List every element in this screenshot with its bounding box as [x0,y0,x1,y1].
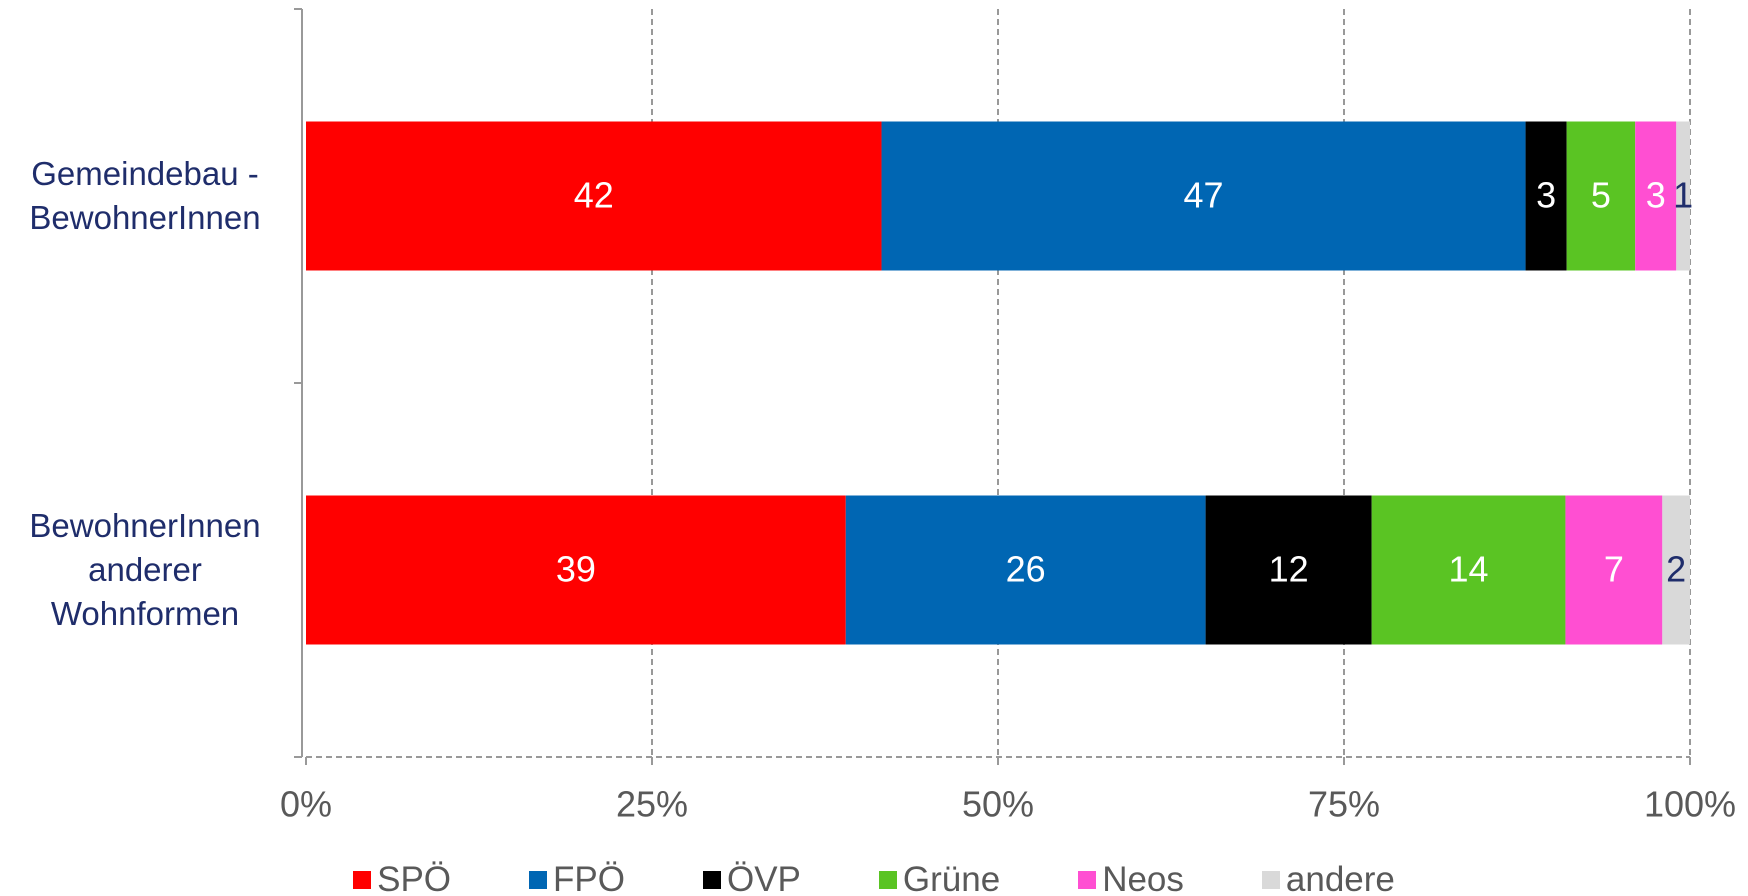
x-tick-label: 0% [280,784,332,825]
bar-segment [1205,495,1372,645]
legend-swatch [529,871,548,889]
legend-swatch [1078,871,1097,889]
bar-segment [845,495,1206,645]
legend-item: Grüne [878,860,1001,896]
bar-segment [881,121,1526,271]
legend-item: Neos [1078,860,1184,896]
bar-segment [1635,121,1677,271]
data-label: 7 [1604,549,1624,590]
y-tick-label: Gemeindebau - BewohnerInnen [29,155,261,236]
data-label: 2 [1666,549,1686,590]
data-label: 14 [1449,549,1489,590]
legend-label: FPÖ [553,860,625,896]
x-tick-label: 100% [1644,784,1736,825]
x-tick-label: 50% [962,784,1034,825]
bar-segment [1676,121,1690,271]
data-label: 5 [1591,175,1611,216]
legend-label: Neos [1102,860,1184,896]
legend-label: andere [1285,860,1395,896]
legend-item: ÖVP [702,860,801,896]
bar-segment [1566,121,1636,271]
bar-segment [1525,121,1567,271]
legend-label: SPÖ [377,860,452,896]
data-label: 39 [556,549,596,590]
y-tick-label: BewohnerInnen anderer Wohnformen [29,507,261,632]
x-tick-label: 25% [616,784,688,825]
data-label: 1 [1673,175,1693,216]
legend-label: ÖVP [726,860,801,896]
bar-segment [306,495,846,645]
x-tick-label: 75% [1308,784,1380,825]
bar-segment [1662,495,1690,645]
legend-item: andere [1261,860,1395,896]
legend: SPÖ FPÖ ÖVP Grüne Neos andere [0,860,1748,896]
data-label: 12 [1269,549,1309,590]
data-label: 3 [1646,175,1666,216]
legend-label: Grüne [902,860,1001,896]
legend-swatch [878,871,897,889]
legend-swatch [702,871,721,889]
bar-segment [1371,495,1566,645]
bar-segment [1565,495,1663,645]
legend-swatch [1261,871,1280,889]
legend-swatch [353,871,372,889]
legend-item: FPÖ [529,860,625,896]
data-label: 26 [1006,549,1046,590]
bar-segment [306,121,882,271]
data-label: 3 [1536,175,1556,216]
data-label: 42 [574,175,614,216]
data-label: 47 [1184,175,1224,216]
legend-item: SPÖ [353,860,451,896]
